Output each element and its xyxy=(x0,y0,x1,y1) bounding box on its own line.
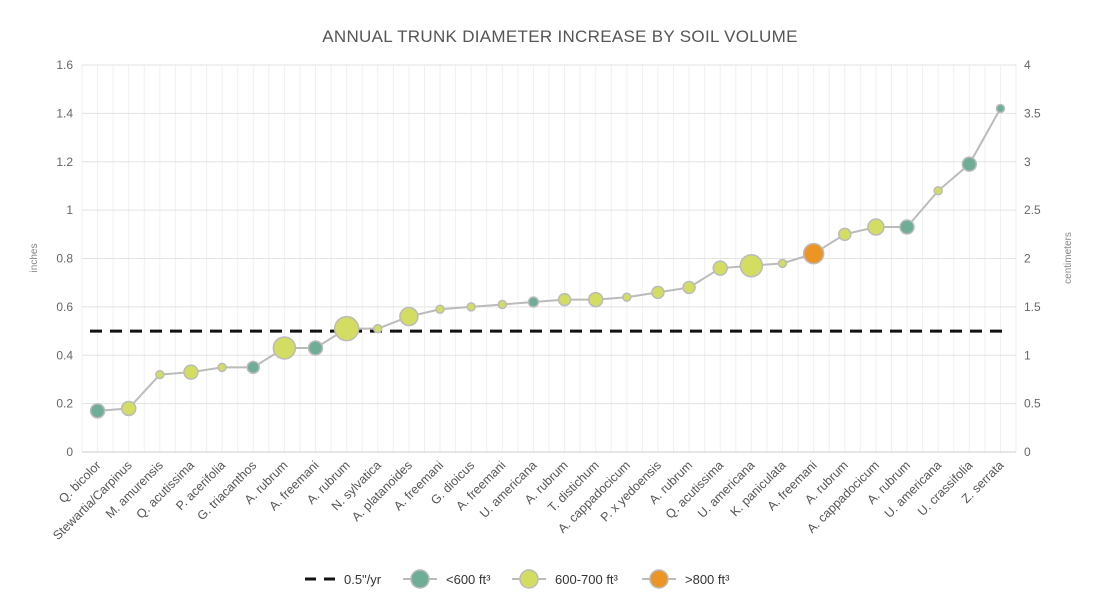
grid xyxy=(81,64,1017,453)
legend-item-group-1[interactable]: 600-700 ft³ xyxy=(512,569,619,589)
data-point[interactable] xyxy=(838,227,852,242)
data-point[interactable] xyxy=(867,218,885,236)
data-point[interactable] xyxy=(961,156,978,172)
data-point[interactable] xyxy=(739,254,764,278)
y-tick-label: 0.8 xyxy=(56,252,73,266)
data-point[interactable] xyxy=(777,258,788,269)
y-tick-label: 0.2 xyxy=(56,397,73,411)
data-point[interactable] xyxy=(682,280,696,295)
chart-title: ANNUAL TRUNK DIAMETER INCREASE BY SOIL V… xyxy=(322,27,797,46)
data-point[interactable] xyxy=(435,304,445,315)
y-axis-left: 0 0.2 0.4 0.6 0.8 1 1.2 1.4 1.6 xyxy=(56,58,73,459)
data-point[interactable] xyxy=(333,315,360,342)
y-axis-right: 0 0.5 1 1.5 2 2.5 3 3.5 4 xyxy=(1024,58,1041,459)
y-right-tick-label: 2 xyxy=(1024,252,1031,266)
data-point[interactable] xyxy=(373,323,383,334)
data-point[interactable] xyxy=(217,362,227,373)
data-point[interactable] xyxy=(933,186,943,196)
y-tick-label: 1.2 xyxy=(56,155,73,169)
y-right-tick-label: 1.5 xyxy=(1024,300,1041,314)
data-point[interactable] xyxy=(497,299,508,310)
y-axis-title-right: centimeters xyxy=(1063,232,1074,284)
legend-label: 600-700 ft³ xyxy=(555,572,619,587)
data-point[interactable] xyxy=(557,292,572,307)
data-point[interactable] xyxy=(622,292,632,302)
y-right-tick-label: 1 xyxy=(1024,348,1031,362)
legend-item-reference[interactable]: 0.5"/yr xyxy=(305,572,382,587)
y-right-tick-label: 4 xyxy=(1024,58,1031,72)
legend-item-group-2[interactable]: >800 ft³ xyxy=(642,569,730,589)
y-tick-label: 1 xyxy=(66,203,73,217)
legend[interactable]: 0.5"/yr <600 ft³ 600-700 ft³ >800 ft³ xyxy=(305,569,730,589)
y-tick-label: 1.6 xyxy=(56,58,73,72)
data-point[interactable] xyxy=(802,242,825,265)
y-right-tick-label: 2.5 xyxy=(1024,203,1041,217)
data-point[interactable] xyxy=(899,219,915,235)
y-right-tick-label: 3 xyxy=(1024,155,1031,169)
data-point[interactable] xyxy=(995,103,1006,114)
y-right-tick-label: 0.5 xyxy=(1024,397,1041,411)
y-tick-label: 0.4 xyxy=(56,348,73,362)
y-tick-label: 0 xyxy=(66,445,73,459)
data-point[interactable] xyxy=(183,364,199,380)
data-point[interactable] xyxy=(587,291,604,308)
data-point[interactable] xyxy=(712,260,728,276)
y-right-tick-label: 3.5 xyxy=(1024,106,1041,120)
data-point[interactable] xyxy=(466,302,476,312)
data-point[interactable] xyxy=(89,403,106,419)
data-point[interactable] xyxy=(272,336,297,360)
data-point[interactable] xyxy=(246,360,260,375)
legend-label: >800 ft³ xyxy=(685,572,730,587)
data-point[interactable] xyxy=(399,306,419,327)
data-point[interactable] xyxy=(120,400,137,417)
legend-label: <600 ft³ xyxy=(446,572,491,587)
legend-label: 0.5"/yr xyxy=(344,572,382,587)
data-point[interactable] xyxy=(155,369,165,380)
data-point[interactable] xyxy=(527,296,540,308)
y-tick-label: 0.6 xyxy=(56,300,73,314)
y-axis-title-left: inches xyxy=(29,244,40,273)
data-point[interactable] xyxy=(651,285,665,300)
data-points xyxy=(89,103,1006,419)
data-point[interactable] xyxy=(307,340,324,356)
legend-item-group-0[interactable]: <600 ft³ xyxy=(403,569,491,589)
y-right-tick-label: 0 xyxy=(1024,445,1031,459)
y-tick-label: 1.4 xyxy=(56,106,73,120)
